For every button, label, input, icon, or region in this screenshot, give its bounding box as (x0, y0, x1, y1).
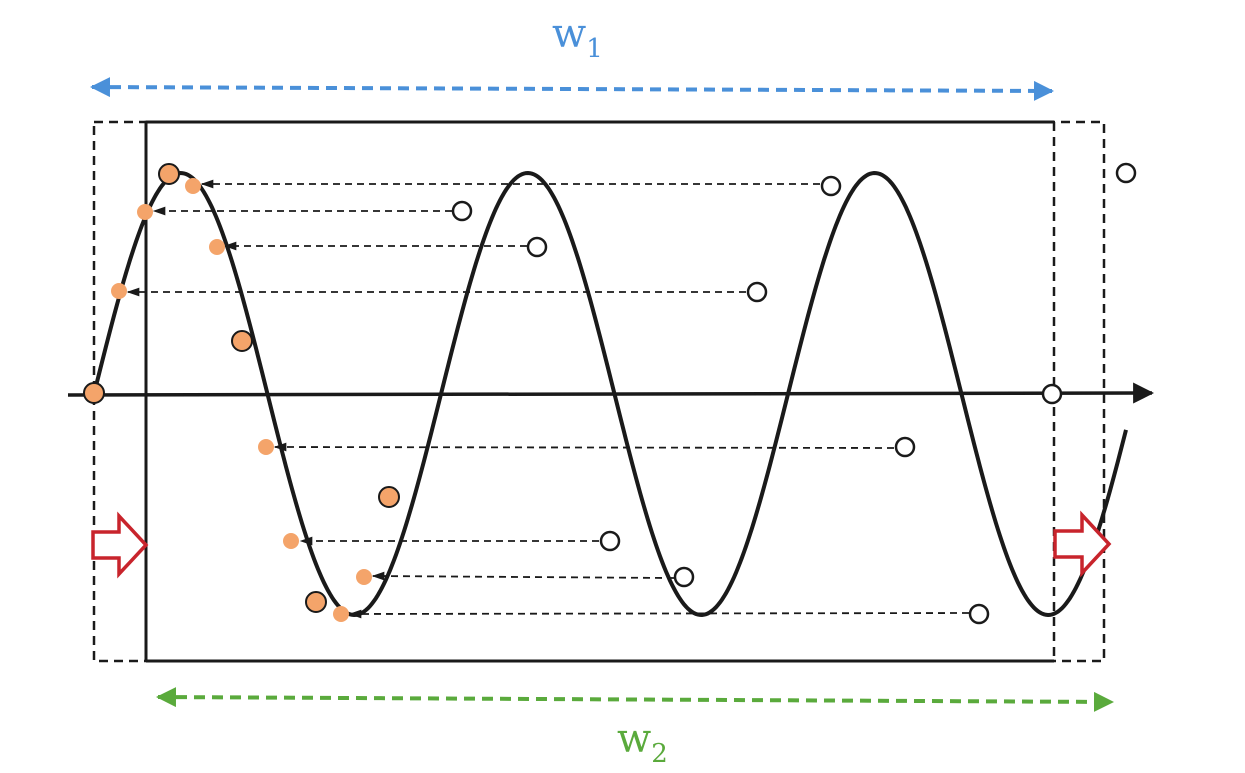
white-point (968, 603, 990, 625)
white-point (451, 200, 473, 222)
mapping-arrow (273, 442, 895, 452)
mapping-arrows (126, 179, 970, 619)
w2-label: w2 (617, 716, 668, 769)
w2-span-arrow (156, 687, 1114, 712)
w1-span-arrow (90, 77, 1054, 101)
orange-point (185, 178, 201, 194)
orange-point (231, 330, 253, 352)
orange-point (333, 606, 349, 622)
white-point (894, 436, 916, 458)
window-w1-box (92, 120, 1056, 663)
orange-point (283, 533, 299, 549)
mapping-arrow (371, 571, 675, 581)
w1-label: w1 (552, 11, 603, 64)
orange-point (258, 439, 274, 455)
white-point (820, 175, 842, 197)
white-point (526, 236, 548, 258)
white-point (673, 566, 695, 588)
white-points (451, 162, 1137, 625)
white-point (1115, 162, 1137, 184)
orange-point (111, 283, 127, 299)
orange-point (356, 569, 372, 585)
shift-arrow-icon (91, 511, 149, 579)
time-axis (67, 382, 1155, 404)
white-point (746, 281, 768, 303)
white-point (599, 530, 621, 552)
shift-arrow-icon (1053, 510, 1112, 578)
orange-point (378, 486, 400, 508)
orange-point (158, 163, 180, 185)
signal-curve (92, 170, 1128, 618)
orange-point (305, 591, 327, 613)
orange-points (83, 163, 400, 622)
orange-point (83, 382, 105, 404)
orange-point (137, 204, 153, 220)
orange-point (209, 239, 225, 255)
white-point (1041, 383, 1063, 405)
mapping-arrow (348, 609, 970, 619)
